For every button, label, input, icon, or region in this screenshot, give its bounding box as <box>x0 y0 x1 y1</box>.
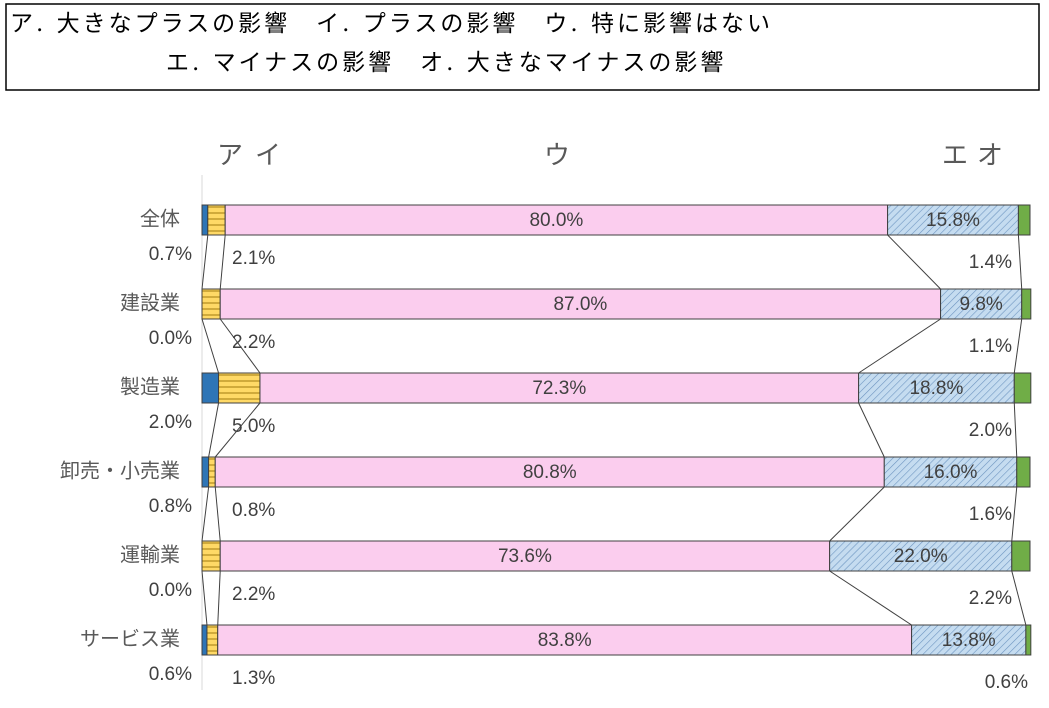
series-line <box>829 570 912 626</box>
bar-segment <box>259 372 860 404</box>
bar-segment <box>1017 204 1031 236</box>
value-label: 2.0% <box>969 420 1012 441</box>
bar-segment <box>207 204 226 236</box>
series-header: エ <box>942 141 968 171</box>
series-line <box>1011 486 1018 542</box>
bar-segment <box>1011 540 1031 572</box>
series-header: ウ <box>544 141 570 171</box>
series-line <box>217 570 221 626</box>
legend-line: ア. 大きなプラスの影響 イ. プラスの影響 ウ. 特に影響はない <box>10 11 773 37</box>
value-label: 22.0% <box>894 546 948 567</box>
bar-segment <box>1021 288 1032 320</box>
value-label: 73.6% <box>498 546 552 567</box>
bar-segment <box>201 288 221 320</box>
bar-segment <box>201 540 221 572</box>
series-line <box>829 486 885 542</box>
bar-segment <box>206 624 219 656</box>
value-label: 1.3% <box>232 668 275 689</box>
value-label: 0.6% <box>149 664 192 685</box>
series-header: オ <box>977 141 1003 171</box>
value-label: 0.0% <box>149 328 192 349</box>
value-label: 9.8% <box>959 294 1002 315</box>
value-label: 18.8% <box>909 378 963 399</box>
legend-box <box>5 3 1040 91</box>
value-label: 1.1% <box>969 336 1012 357</box>
series-line <box>208 402 220 458</box>
series-header: イ <box>255 141 281 171</box>
series-line <box>201 486 210 542</box>
bar-segment <box>1016 456 1031 488</box>
value-label: 2.1% <box>232 248 275 269</box>
category-label: 製造業 <box>120 375 180 399</box>
bar-segment <box>217 624 913 656</box>
series-line <box>219 318 261 374</box>
value-label: 1.6% <box>969 504 1012 525</box>
value-label: 2.2% <box>232 584 275 605</box>
series-line <box>858 318 941 374</box>
bar-segment <box>201 204 209 236</box>
series-line <box>214 402 261 458</box>
value-label: 2.2% <box>232 332 275 353</box>
series-line <box>1011 570 1027 626</box>
value-label: 0.8% <box>232 500 275 521</box>
bar-segment <box>911 624 1027 656</box>
series-line <box>214 486 221 542</box>
bar-segment <box>201 456 210 488</box>
bar-segment <box>1013 372 1032 404</box>
series-line <box>1013 402 1018 458</box>
category-label: 運輸業 <box>120 543 180 567</box>
value-label: 2.2% <box>969 588 1012 609</box>
value-label: 80.8% <box>523 462 577 483</box>
legend-line: エ. マイナスの影響 オ. 大きなマイナスの影響 <box>166 50 726 76</box>
series-header: ア <box>217 141 243 171</box>
value-label: 80.0% <box>529 210 583 231</box>
bar-segment <box>201 624 208 656</box>
series-line <box>887 234 941 290</box>
series-line <box>201 318 220 374</box>
series-line <box>219 234 226 290</box>
value-label: 13.8% <box>942 630 996 651</box>
bar-segment <box>883 456 1018 488</box>
bar-segment <box>214 456 885 488</box>
bar-segment <box>219 288 942 320</box>
bar-segment <box>858 372 1015 404</box>
bar-segment <box>208 456 216 488</box>
bar-segment <box>1025 624 1032 656</box>
value-label: 16.0% <box>924 462 978 483</box>
series-line <box>1017 234 1023 290</box>
category-label: 全体 <box>140 207 180 231</box>
series-line <box>1013 318 1023 374</box>
value-label: 1.4% <box>969 252 1012 273</box>
value-label: 15.8% <box>926 210 980 231</box>
value-label: 0.6% <box>985 672 1028 693</box>
category-label: 卸売・小売業 <box>60 459 180 483</box>
series-line <box>201 234 209 290</box>
bar-segment <box>219 540 831 572</box>
bar-segment <box>218 372 261 404</box>
value-label: 5.0% <box>232 416 275 437</box>
series-line <box>858 402 885 458</box>
bar-segment <box>224 204 889 236</box>
value-label: 2.0% <box>149 412 192 433</box>
value-label: 0.0% <box>149 580 192 601</box>
category-label: サービス業 <box>80 627 180 651</box>
bar-segment <box>940 288 1023 320</box>
category-label: 建設業 <box>120 291 180 315</box>
series-line <box>201 570 208 626</box>
value-label: 87.0% <box>553 294 607 315</box>
value-label: 0.7% <box>149 244 192 265</box>
value-label: 72.3% <box>532 378 586 399</box>
value-label: 0.8% <box>149 496 192 517</box>
value-label: 83.8% <box>538 630 592 651</box>
bar-segment <box>201 372 220 404</box>
